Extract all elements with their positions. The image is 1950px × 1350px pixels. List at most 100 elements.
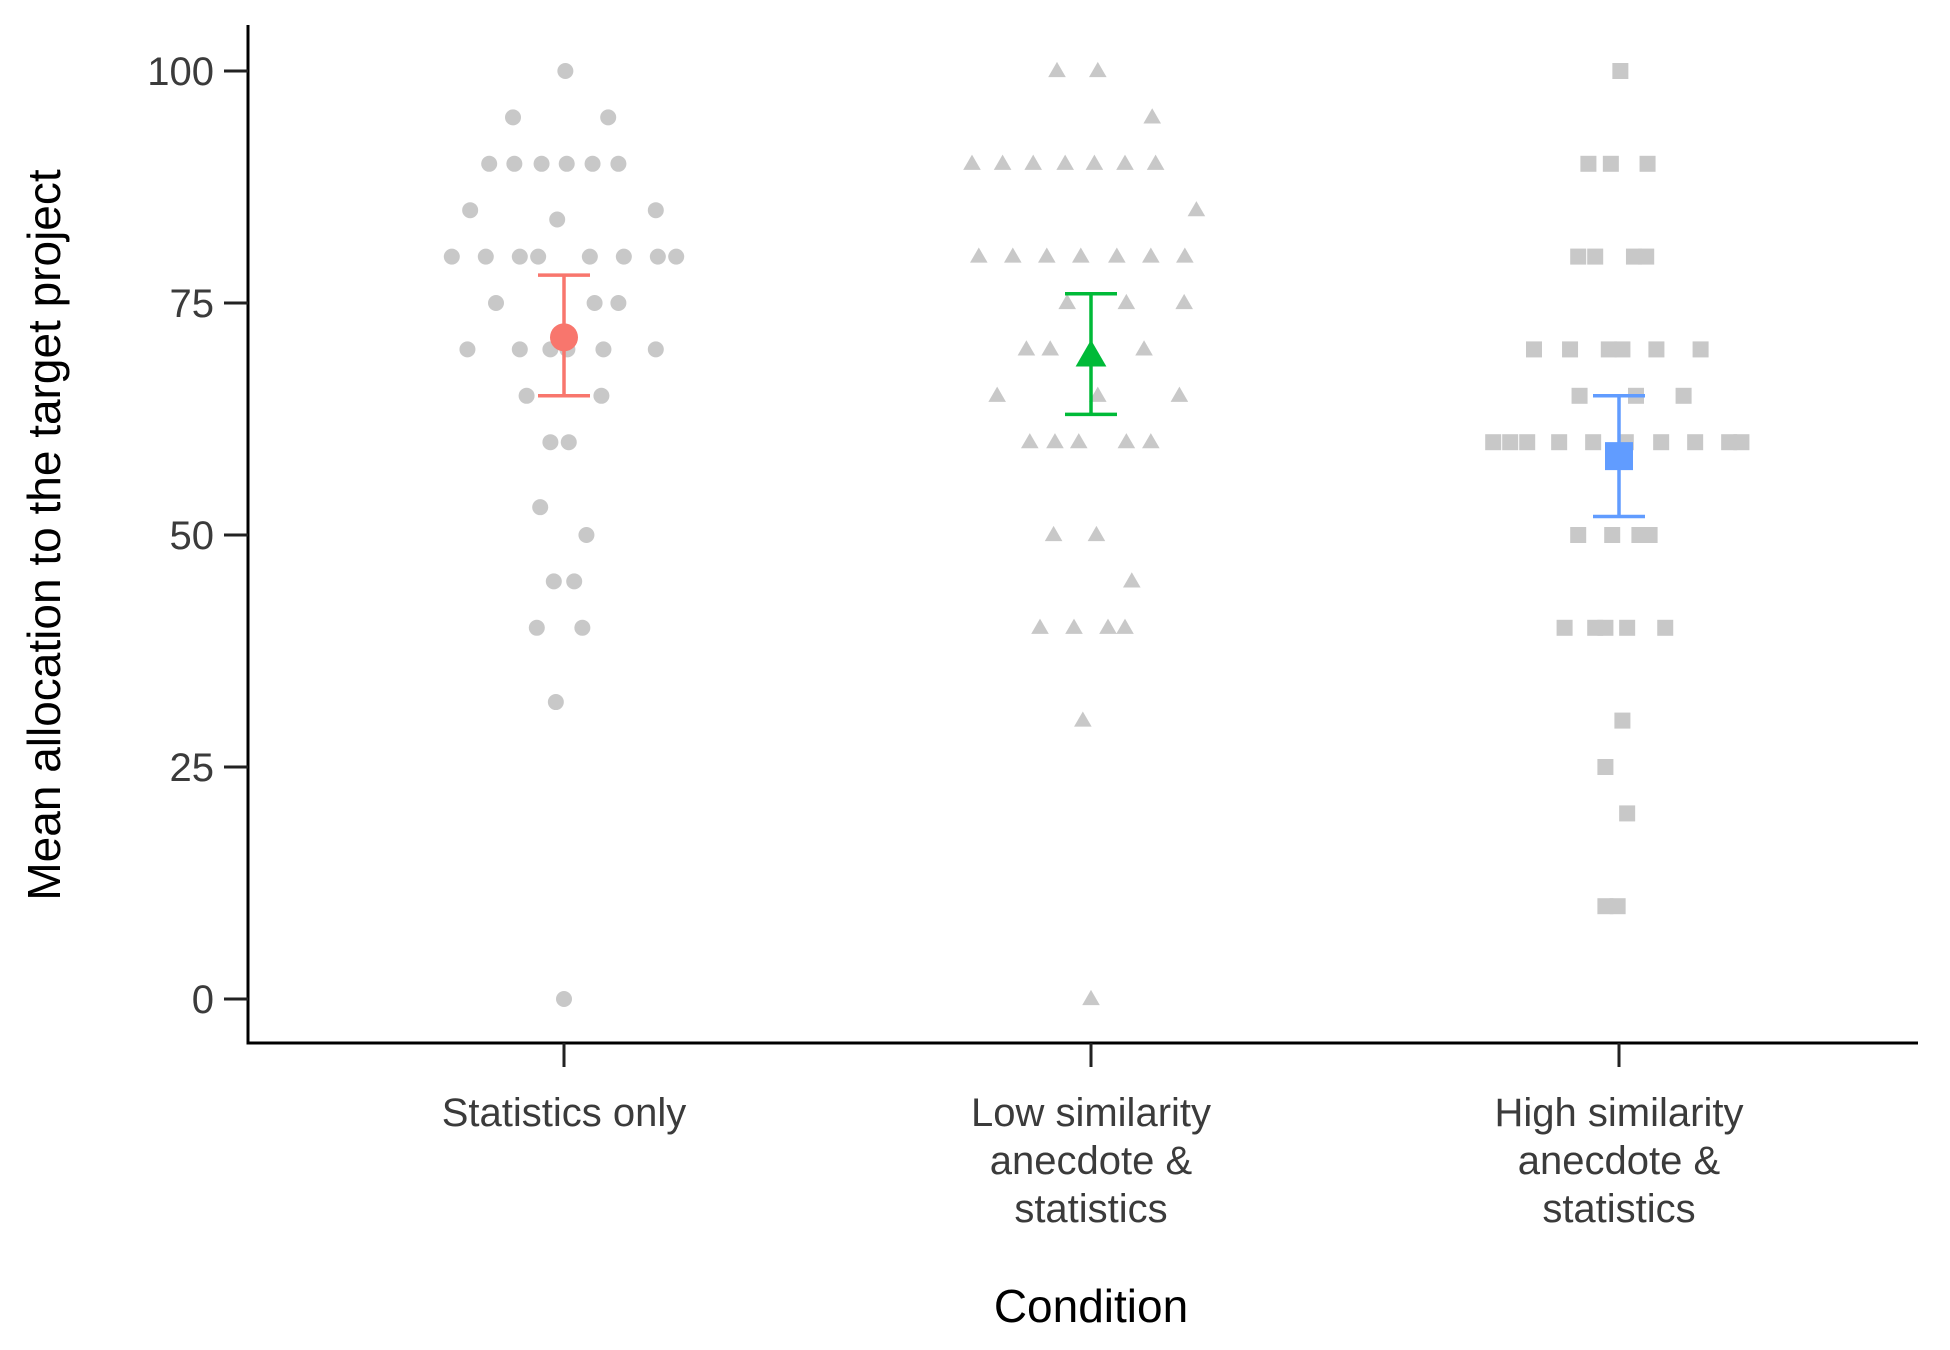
data-point bbox=[1675, 387, 1692, 404]
data-point bbox=[545, 573, 562, 590]
data-point bbox=[1604, 527, 1621, 543]
data-point bbox=[1069, 433, 1088, 449]
data-point bbox=[1597, 898, 1614, 915]
x-tick-label: Low similarity anecdote & statistics bbox=[971, 1091, 1211, 1231]
mean-marker bbox=[1075, 339, 1107, 367]
data-point bbox=[1142, 433, 1160, 449]
data-point bbox=[1600, 341, 1617, 358]
x-tick-label-line: Low similarity bbox=[971, 1091, 1211, 1135]
data-point bbox=[1021, 433, 1039, 449]
data-point bbox=[518, 387, 535, 404]
data-point bbox=[1619, 619, 1636, 636]
data-point bbox=[506, 155, 523, 172]
data-point bbox=[1099, 618, 1117, 634]
data-point bbox=[1526, 341, 1542, 358]
data-point bbox=[1570, 248, 1587, 265]
data-point bbox=[1597, 619, 1614, 636]
data-point bbox=[1692, 341, 1709, 358]
data-point bbox=[443, 248, 460, 265]
data-point bbox=[647, 341, 664, 358]
data-point bbox=[557, 63, 574, 79]
data-point bbox=[1587, 248, 1604, 265]
data-point bbox=[584, 155, 601, 172]
data-point bbox=[1562, 341, 1579, 358]
data-point bbox=[581, 248, 598, 265]
data-point bbox=[1597, 759, 1614, 775]
x-tick-label-line: Statistics only bbox=[442, 1091, 687, 1135]
data-point bbox=[1485, 434, 1502, 451]
data-point bbox=[1038, 247, 1056, 263]
data-point bbox=[505, 109, 521, 126]
data-point bbox=[1602, 155, 1619, 172]
data-point bbox=[1170, 386, 1189, 402]
data-point bbox=[668, 248, 685, 265]
data-point bbox=[988, 386, 1006, 402]
data-point bbox=[1089, 61, 1107, 78]
data-point bbox=[532, 499, 549, 516]
data-point bbox=[1502, 434, 1519, 451]
data-point bbox=[558, 155, 575, 172]
data-point bbox=[477, 248, 494, 265]
data-point bbox=[459, 341, 476, 358]
data-point bbox=[610, 155, 627, 172]
data-point bbox=[560, 434, 577, 451]
data-point bbox=[1031, 618, 1049, 634]
x-tick-label-line: anecdote & bbox=[990, 1139, 1193, 1183]
data-point bbox=[1135, 340, 1153, 356]
data-point bbox=[1004, 247, 1022, 263]
data-point bbox=[1653, 434, 1670, 451]
data-point bbox=[1117, 293, 1136, 310]
mean-marker bbox=[550, 323, 578, 352]
data-point bbox=[578, 527, 595, 543]
data-point bbox=[1641, 527, 1658, 543]
y-axis-title: Mean allocation to the target project bbox=[18, 169, 70, 901]
data-point bbox=[1614, 712, 1631, 729]
data-point bbox=[1551, 434, 1568, 451]
data-point bbox=[1087, 525, 1106, 542]
data-points bbox=[443, 61, 1750, 1007]
data-point bbox=[566, 573, 583, 590]
data-point bbox=[511, 248, 528, 265]
data-point bbox=[462, 202, 479, 219]
data-point bbox=[1571, 387, 1588, 404]
data-point bbox=[1639, 155, 1656, 172]
data-point bbox=[1687, 434, 1704, 451]
data-point bbox=[1612, 63, 1629, 79]
data-point bbox=[647, 202, 664, 219]
data-point bbox=[1721, 434, 1738, 451]
data-point bbox=[1614, 341, 1631, 358]
data-point bbox=[1146, 154, 1165, 170]
y-tick-label: 100 bbox=[147, 50, 214, 94]
data-point bbox=[1123, 572, 1141, 588]
data-point bbox=[993, 154, 1012, 170]
data-point bbox=[1116, 618, 1134, 634]
data-point bbox=[1519, 434, 1536, 451]
data-point bbox=[1041, 340, 1059, 356]
data-point bbox=[549, 211, 566, 228]
y-tick-label: 50 bbox=[170, 514, 215, 558]
data-point bbox=[533, 155, 550, 172]
x-tick-label-line: statistics bbox=[1014, 1187, 1167, 1231]
data-point bbox=[1648, 341, 1665, 358]
data-point bbox=[586, 295, 603, 311]
data-point bbox=[1657, 619, 1674, 636]
data-point bbox=[1176, 247, 1194, 263]
data-point bbox=[511, 341, 528, 358]
data-point bbox=[556, 991, 572, 1007]
data-point bbox=[1089, 386, 1107, 402]
axes bbox=[224, 25, 1918, 1067]
data-point bbox=[1556, 619, 1573, 636]
data-point bbox=[1017, 340, 1036, 356]
data-point bbox=[1044, 525, 1063, 542]
data-point bbox=[970, 247, 988, 263]
data-point bbox=[530, 248, 547, 265]
data-point bbox=[1625, 248, 1642, 265]
data-point bbox=[1142, 247, 1160, 263]
data-point bbox=[1048, 61, 1066, 78]
data-point bbox=[542, 434, 559, 451]
data-point bbox=[1638, 248, 1655, 265]
x-axis-title: Condition bbox=[994, 1280, 1188, 1332]
data-point bbox=[1065, 618, 1083, 634]
